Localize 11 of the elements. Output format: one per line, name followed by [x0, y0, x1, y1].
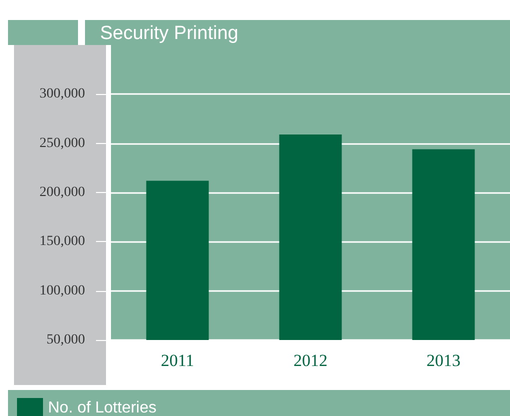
- y-tick-label: 100,000: [40, 283, 85, 298]
- y-tick-label: 200,000: [40, 185, 85, 200]
- y-tick-label: 300,000: [40, 86, 85, 102]
- x-tick-label: 2012: [294, 351, 328, 370]
- legend-label: No. of Lotteries: [48, 400, 156, 416]
- chart-title: Security Printing: [100, 23, 238, 44]
- x-tick-label: 2013: [426, 351, 460, 370]
- y-tick-label: 50,000: [46, 332, 85, 348]
- x-tick-label: 2011: [160, 351, 194, 370]
- y-tick-label: 150,000: [40, 234, 85, 250]
- y-tick-label: 250,000: [40, 136, 85, 151]
